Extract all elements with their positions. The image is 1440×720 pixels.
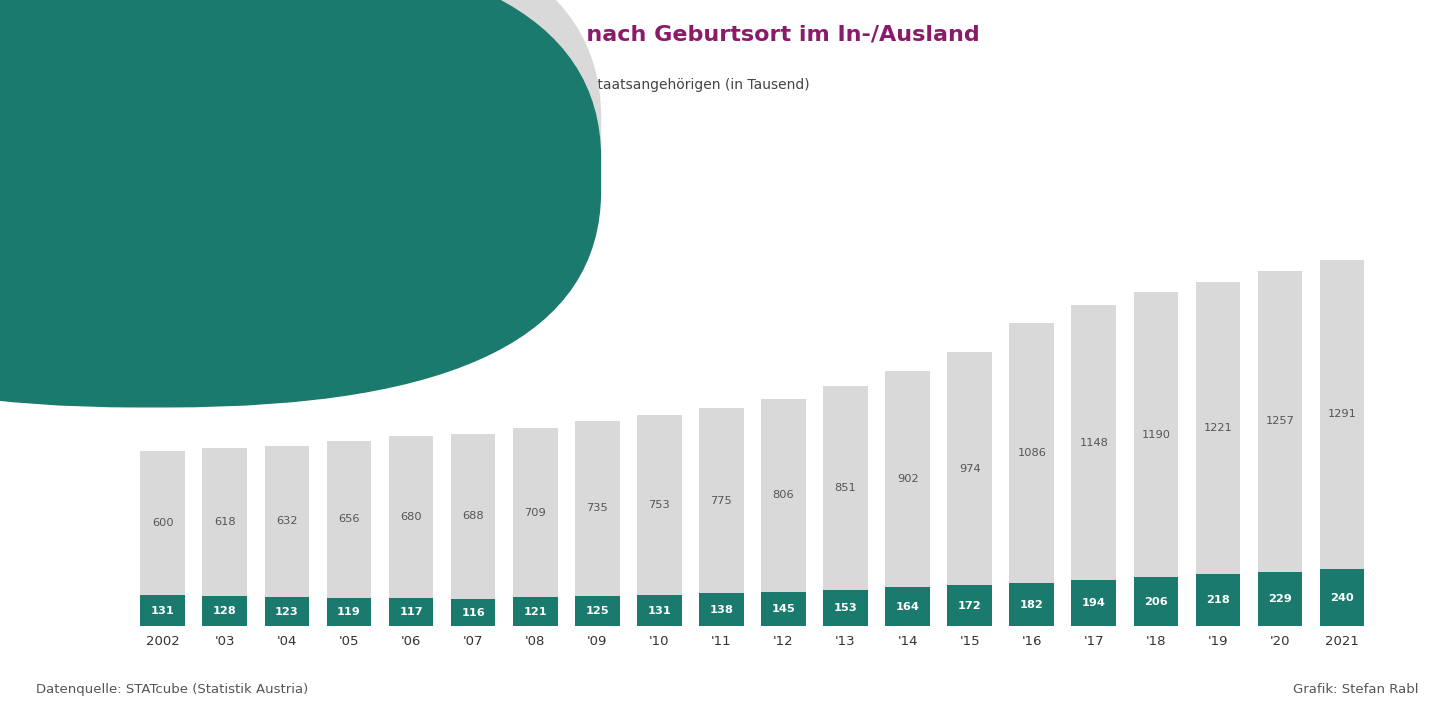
Bar [203, 595, 248, 626]
Text: 206: 206 [1143, 597, 1168, 607]
Text: 753: 753 [648, 500, 670, 510]
Bar [824, 386, 868, 590]
Bar [1257, 271, 1302, 572]
Bar [1195, 282, 1240, 575]
Text: 1257: 1257 [1266, 416, 1295, 426]
Bar [1133, 292, 1178, 577]
Bar [203, 448, 248, 595]
Bar [327, 441, 372, 598]
Bar [575, 596, 619, 626]
Bar [327, 598, 372, 626]
Text: 125: 125 [586, 606, 609, 616]
Bar [886, 587, 930, 626]
Bar [575, 420, 619, 596]
Bar [948, 585, 992, 626]
Bar [451, 598, 495, 626]
Bar [1071, 305, 1116, 580]
Text: 131: 131 [648, 606, 671, 616]
Text: 123: 123 [275, 607, 298, 616]
Text: 131: 131 [151, 606, 174, 616]
Bar [1319, 260, 1364, 569]
Text: Zahl der in Österreich bzw. im Ausland geborenen nicht-österreichischen Staatsan: Zahl der in Österreich bzw. im Ausland g… [79, 76, 809, 91]
Text: 229: 229 [1269, 594, 1292, 604]
Bar [265, 597, 310, 626]
Text: 851: 851 [835, 483, 857, 493]
Text: 119: 119 [337, 607, 361, 617]
Text: 902: 902 [897, 474, 919, 484]
Bar [389, 598, 433, 626]
Text: 121: 121 [523, 607, 547, 617]
Text: Nicht-österreichische Staatsangehörige nach Geburtsort im In-/Ausland: Nicht-österreichische Staatsangehörige n… [79, 25, 981, 45]
Text: 974: 974 [959, 464, 981, 474]
Bar [1195, 575, 1240, 626]
Bar [1319, 569, 1364, 626]
Bar [762, 399, 806, 592]
Bar [762, 592, 806, 626]
Bar [451, 434, 495, 598]
Text: 117: 117 [399, 608, 423, 617]
Bar [265, 446, 310, 597]
Text: 194: 194 [1081, 598, 1106, 608]
Bar [513, 428, 557, 598]
Text: 1148: 1148 [1080, 438, 1109, 448]
Text: 600: 600 [153, 518, 174, 528]
Text: 1190: 1190 [1142, 430, 1171, 440]
Text: 145: 145 [772, 604, 795, 614]
Bar [513, 598, 557, 626]
Bar [698, 408, 743, 593]
Bar [389, 436, 433, 598]
Text: 182: 182 [1020, 600, 1044, 610]
Text: Grafik: Stefan Rabl: Grafik: Stefan Rabl [1293, 683, 1418, 696]
Text: 172: 172 [958, 600, 982, 611]
Bar [698, 593, 743, 626]
Text: 1291: 1291 [1328, 410, 1356, 419]
Text: 632: 632 [276, 516, 298, 526]
Text: im Ausland geboren: im Ausland geboren [176, 126, 323, 140]
Text: 128: 128 [213, 606, 236, 616]
Text: 618: 618 [215, 517, 236, 527]
Bar [886, 372, 930, 587]
Text: 138: 138 [710, 605, 733, 615]
Bar [948, 352, 992, 585]
Text: 806: 806 [773, 490, 795, 500]
Bar [141, 595, 186, 626]
Text: 735: 735 [586, 503, 608, 513]
Bar [1133, 577, 1178, 626]
Bar [636, 415, 681, 595]
Text: 1086: 1086 [1017, 448, 1045, 458]
Text: 709: 709 [524, 508, 546, 518]
Text: 775: 775 [710, 495, 733, 505]
Bar [824, 590, 868, 626]
Text: 164: 164 [896, 602, 920, 612]
Bar [1009, 582, 1054, 626]
Text: 656: 656 [338, 514, 360, 524]
Bar [141, 451, 186, 595]
Bar [636, 595, 681, 626]
Text: Datenquelle: STATcube (Statistik Austria): Datenquelle: STATcube (Statistik Austria… [36, 683, 308, 696]
Text: 680: 680 [400, 512, 422, 522]
Text: 218: 218 [1207, 595, 1230, 606]
Text: 116: 116 [461, 608, 485, 618]
Bar [1009, 323, 1054, 582]
Bar [1071, 580, 1116, 626]
Text: 240: 240 [1331, 593, 1354, 603]
Text: 1221: 1221 [1204, 423, 1233, 433]
Text: 688: 688 [462, 511, 484, 521]
Text: in Österreich geboren: in Österreich geboren [176, 163, 336, 182]
Bar [1257, 572, 1302, 626]
Text: 153: 153 [834, 603, 857, 613]
